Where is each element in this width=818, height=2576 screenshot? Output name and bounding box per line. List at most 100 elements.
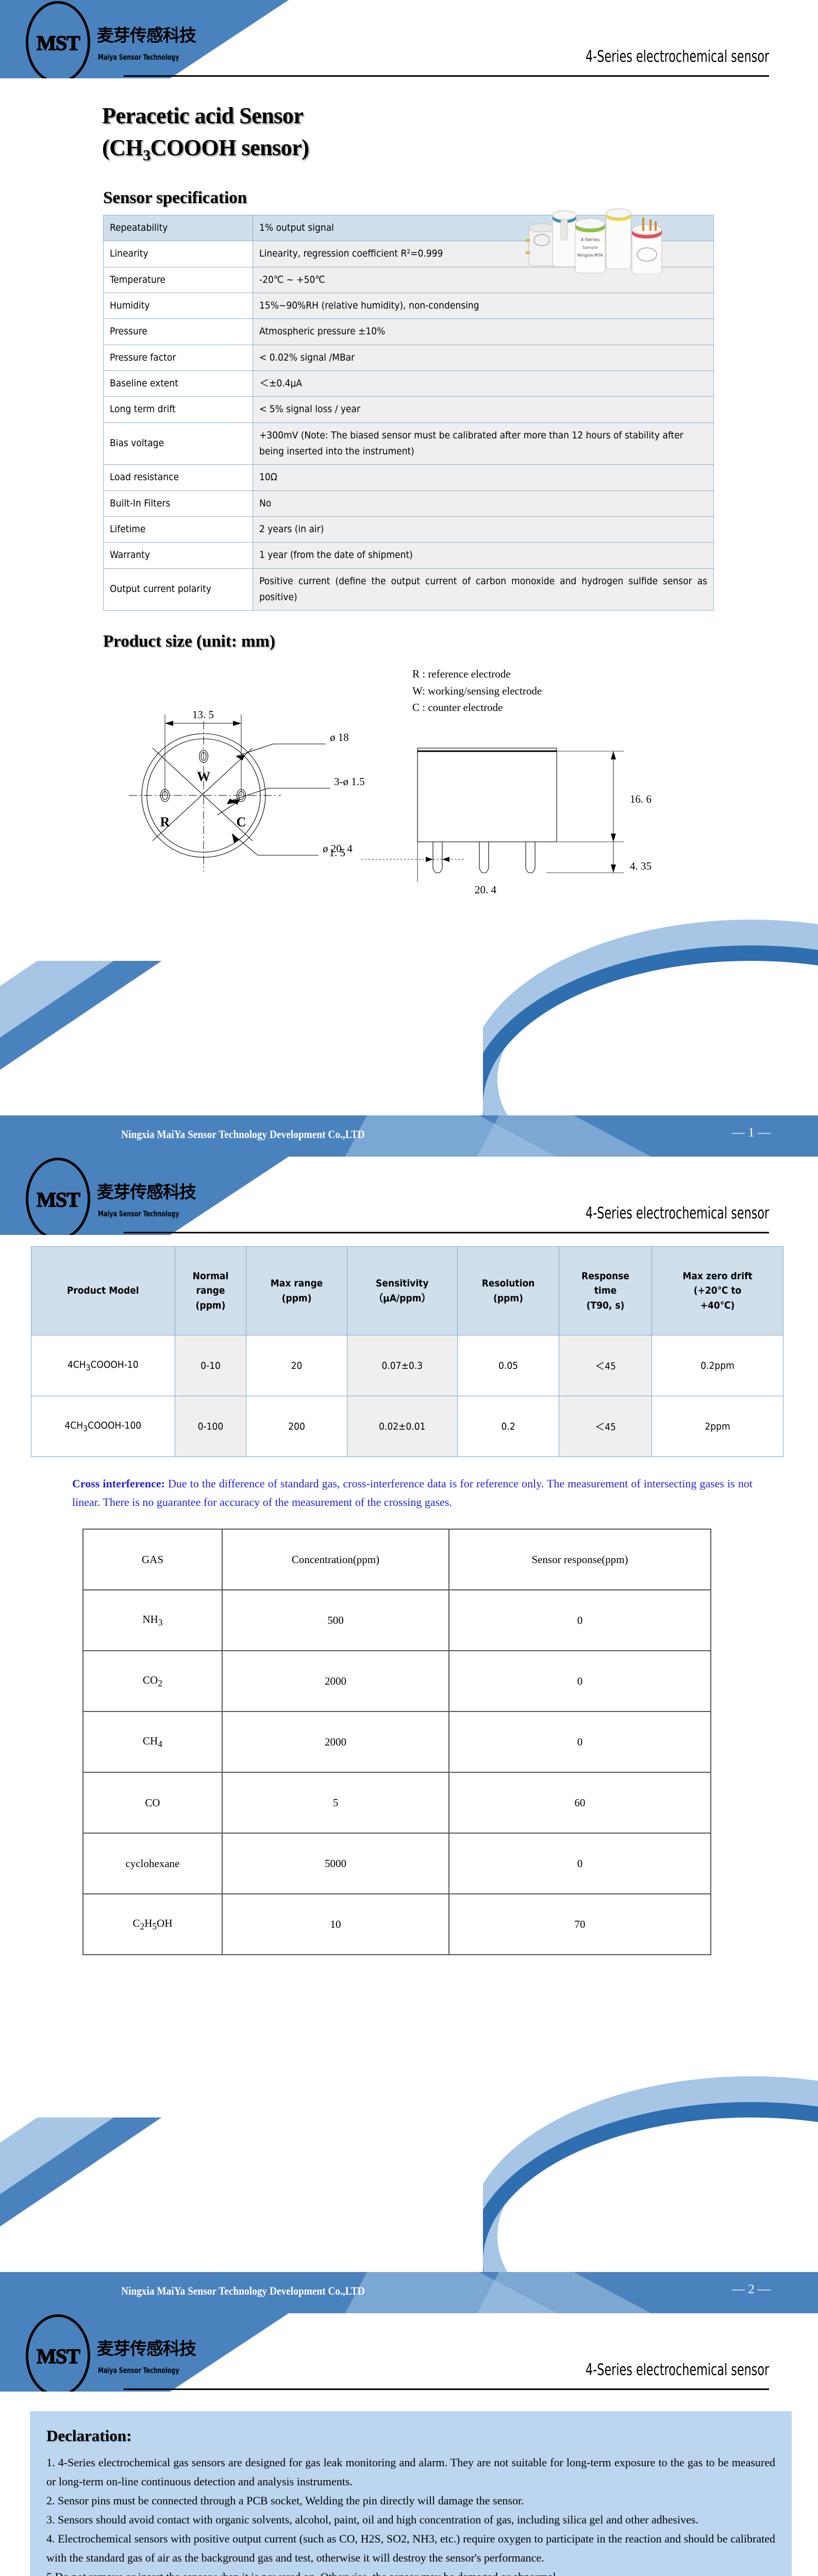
cell-product-model: 4CH3COOOH-100 bbox=[31, 1396, 175, 1457]
dim-1-5-label: 1. 5 bbox=[329, 846, 346, 859]
table-row: Bias voltage +300mV (Note: The biased se… bbox=[103, 422, 714, 465]
spec-value: < 0.02% signal /MBar bbox=[253, 344, 714, 371]
cell-sensor-response: 70 bbox=[448, 1893, 711, 1956]
page-header: MST 麦芽传感科技 Maiya Sensor Technology 4-Ser… bbox=[0, 1157, 818, 1235]
table-row: Output current polarity Positive current… bbox=[103, 568, 714, 611]
cell-gas: CH4 bbox=[82, 1711, 223, 1773]
logo-oval-shape bbox=[26, 2314, 90, 2392]
dim-4-35-label: 4. 35 bbox=[630, 860, 652, 872]
declaration-item-1: 1. 4-Series electrochemical gas sensors … bbox=[46, 2456, 775, 2488]
cell-resolution: 0.2 bbox=[457, 1396, 560, 1457]
spec-value: No bbox=[253, 490, 714, 517]
electrode-legend: R : reference electrode W: working/sensi… bbox=[412, 666, 542, 716]
table-row: CO 5 60 bbox=[82, 1772, 711, 1834]
section-heading-product-size: Product size (unit: mm) bbox=[103, 632, 275, 651]
declaration-item-2: 2. Sensor pins must be connected through… bbox=[46, 2494, 524, 2507]
table-row: 4CH3COOOH-100 0-100 200 0.02±0.01 0.2 ＜4… bbox=[31, 1396, 783, 1457]
page-number: — 2 — bbox=[732, 2282, 771, 2296]
cell-product-model: 4CH3COOOH-10 bbox=[31, 1335, 175, 1396]
table-row: CO2 2000 0 bbox=[82, 1650, 711, 1713]
table-row: Temperature -20℃ ~ +50℃ bbox=[103, 266, 714, 293]
header-series-title: 4-Series electrochemical sensor bbox=[585, 1204, 769, 1223]
table-row: Warranty 1 year (from the date of shipme… bbox=[103, 542, 714, 569]
spec-key: Load resistance bbox=[103, 464, 253, 491]
col-normal-range: Normal range (ppm) bbox=[174, 1246, 247, 1335]
header-series-title: 4-Series electrochemical sensor bbox=[585, 47, 769, 66]
footer-company-name: Ningxia MaiYa Sensor Technology Developm… bbox=[121, 2284, 365, 2297]
cell-gas: NH3 bbox=[82, 1589, 223, 1652]
cell-concentration: 2000 bbox=[222, 1650, 449, 1713]
spec-value: ＜±0.4μA bbox=[253, 370, 714, 397]
cell-sensor-response: 0 bbox=[448, 1589, 711, 1652]
cell-max-zero-drift: 0.2ppm bbox=[652, 1335, 783, 1396]
spec-value: 15%~90%RH (relative humidity), non-conde… bbox=[253, 292, 714, 319]
col-product-model: Product Model bbox=[31, 1246, 175, 1335]
brand-logo: MST 麦芽传感科技 Maiya Sensor Technology bbox=[21, 2314, 258, 2392]
col-sensor-response: Sensor response(ppm) bbox=[448, 1529, 711, 1591]
table-row: Built-In Filters No bbox=[103, 490, 714, 517]
cell-gas: CO2 bbox=[82, 1650, 223, 1713]
dimension-drawing-svg: 13. 5 ø 18 3-ø 1.5 ø 20. 4 16. 6 4. 35 1… bbox=[129, 708, 652, 896]
sensor-specification-table: Repeatability 1% output signal Linearity… bbox=[103, 214, 714, 611]
col-response-time: Response time (T90, s) bbox=[559, 1246, 653, 1335]
logo-oval-shape bbox=[26, 1, 90, 78]
cross-interference-text: Due to the difference of standard gas, c… bbox=[72, 1477, 753, 1509]
page-3: MST 麦芽传感科技 Maiya Sensor Technology 4-Ser… bbox=[0, 2313, 818, 2576]
page-header: MST 麦芽传感科技 Maiya Sensor Technology 4-Ser… bbox=[0, 2313, 818, 2392]
cell-concentration: 500 bbox=[222, 1589, 449, 1652]
spec-key: Humidity bbox=[103, 292, 253, 319]
spec-key: Long term drift bbox=[103, 396, 253, 423]
table-row: Pressure factor < 0.02% signal /MBar bbox=[103, 344, 714, 371]
declaration-item-3: 3. Sensors should avoid contact with org… bbox=[46, 2513, 698, 2526]
table-header-row: GAS Concentration(ppm) Sensor response(p… bbox=[82, 1529, 711, 1591]
doc-title-line-1: Peracetic acid Sensor bbox=[102, 103, 304, 128]
col-sensitivity: Sensitivity （μA/ppm） bbox=[346, 1246, 458, 1335]
logo-mst-text: MST bbox=[36, 2344, 80, 2368]
cell-sensor-response: 60 bbox=[448, 1772, 711, 1834]
header-white-wedge-2 bbox=[237, 2313, 818, 2392]
logo-oval-shape bbox=[26, 1158, 90, 1235]
table-row: Load resistance 10Ω bbox=[103, 464, 714, 491]
spec-value: 10Ω bbox=[253, 464, 714, 491]
spec-key: Linearity bbox=[103, 241, 253, 267]
corner-decor-bottom-left bbox=[0, 961, 289, 1115]
cell-gas: CO bbox=[82, 1772, 223, 1834]
page-2: MST 麦芽传感科技 Maiya Sensor Technology 4-Ser… bbox=[0, 1157, 818, 2313]
table-row: cyclohexane 5000 0 bbox=[82, 1833, 711, 1895]
dim-16-6-label: 16. 6 bbox=[630, 793, 652, 805]
header-underline bbox=[124, 1232, 769, 1233]
dim-3x-d15-label: 3-ø 1.5 bbox=[334, 775, 365, 788]
cross-interference-note: Cross interference: Due to the differenc… bbox=[72, 1475, 753, 1511]
cell-concentration: 5 bbox=[222, 1772, 449, 1834]
footer-company-name: Ningxia MaiYa Sensor Technology Developm… bbox=[121, 1128, 365, 1141]
table-row: Pressure Atmospheric pressure ±10% bbox=[103, 318, 714, 345]
cell-sensitivity: 0.02±0.01 bbox=[346, 1396, 458, 1457]
spec-value: 2 years (in air) bbox=[253, 516, 714, 543]
cell-resolution: 0.05 bbox=[457, 1335, 560, 1396]
declaration-item-5: 5.Do not remove or insert the sensor whe… bbox=[46, 2568, 775, 2576]
cell-sensor-response: 0 bbox=[448, 1650, 711, 1713]
svg-text:Ningxia MYA: Ningxia MYA bbox=[577, 253, 603, 258]
declaration-box: Declaration: 1. 4-Series electrochemical… bbox=[30, 2411, 792, 2576]
electrode-label-c: C bbox=[237, 815, 246, 829]
spec-value: Positive current (define the output curr… bbox=[253, 568, 714, 611]
svg-text:Sample: Sample bbox=[582, 245, 598, 250]
brand-logo: MST 麦芽传感科技 Maiya Sensor Technology bbox=[21, 1158, 258, 1235]
table-row: Humidity 15%~90%RH (relative humidity), … bbox=[103, 292, 714, 319]
page-number: — 1 — bbox=[732, 1126, 771, 1140]
declaration-item-4: 4. Electrochemical sensors with positive… bbox=[46, 2532, 775, 2564]
cell-concentration: 2000 bbox=[222, 1711, 449, 1773]
page-footer: Ningxia MaiYa Sensor Technology Developm… bbox=[0, 2272, 818, 2313]
table-row: NH3 500 0 bbox=[82, 1589, 711, 1652]
cell-gas: C2H5OH bbox=[82, 1893, 223, 1956]
sensor-photo-illustration: 4-Series Sample Ningxia MYA bbox=[526, 208, 662, 275]
header-series-title: 4-Series electrochemical sensor bbox=[585, 2361, 769, 2379]
cell-max-range: 20 bbox=[246, 1335, 347, 1396]
table-row: Repeatability 1% output signal bbox=[103, 214, 714, 242]
brand-name-chinese: 麦芽传感科技 bbox=[97, 25, 196, 45]
dim-20-4-bottom-label: 20. 4 bbox=[475, 884, 497, 895]
header-white-wedge-2 bbox=[237, 1157, 818, 1235]
spec-key: Warranty bbox=[103, 542, 253, 569]
table-row: C2H5OH 10 70 bbox=[82, 1893, 711, 1956]
header-underline bbox=[124, 2388, 769, 2390]
